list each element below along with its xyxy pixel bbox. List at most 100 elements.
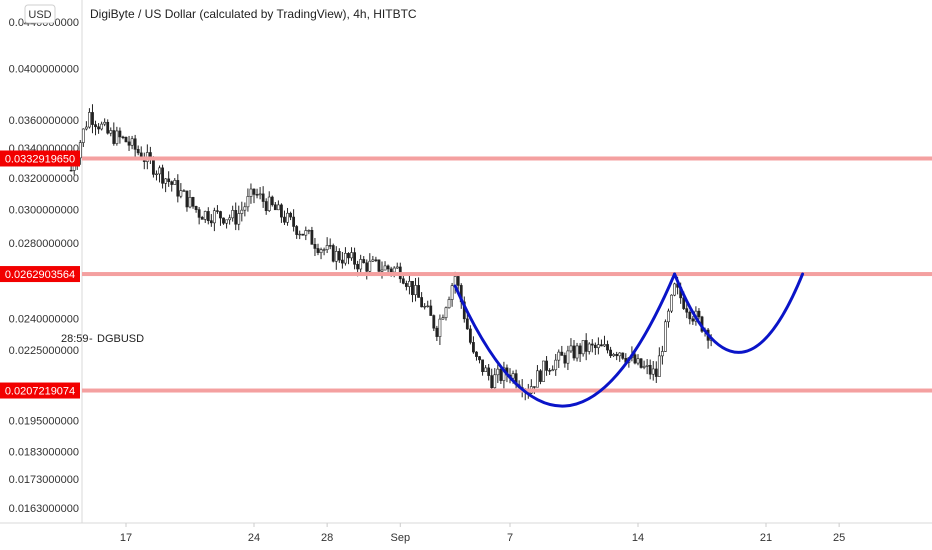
currency-button[interactable]: USD: [24, 4, 56, 24]
candle-31: [164, 178, 168, 193]
level-badge-label-1: 0.0262903564: [5, 269, 75, 281]
x-tick-label-1: 24: [248, 532, 260, 544]
candle-157: [548, 368, 552, 375]
candle-49: [219, 210, 222, 226]
candle-107: [395, 262, 399, 269]
currency-button-label[interactable]: USD: [28, 9, 51, 21]
candle-82: [319, 247, 323, 260]
candle-192: [654, 361, 658, 383]
candle-8: [94, 120, 97, 136]
candle-12: [106, 119, 110, 135]
candle-46: [209, 214, 213, 227]
candle-79: [310, 226, 314, 245]
y-tick-label-8: 0.0225000000: [9, 345, 79, 357]
candle-176: [606, 340, 609, 354]
candle-89: [340, 252, 344, 269]
currency-button-frame[interactable]: [24, 4, 56, 24]
candle-125: [450, 282, 454, 307]
candle-40: [191, 196, 195, 209]
candle-164: [569, 338, 573, 353]
candle-52: [228, 214, 232, 225]
candle-190: [648, 359, 652, 380]
y-tick-label-10: 0.0183000000: [9, 446, 79, 458]
candle-62: [258, 187, 262, 200]
candle-131: [468, 325, 472, 345]
candle-29: [158, 165, 161, 183]
candle-86: [331, 243, 335, 263]
x-tick-label-0: 17: [120, 532, 132, 544]
candle-34: [173, 178, 177, 185]
candle-134: [478, 356, 481, 364]
candle-175: [603, 335, 606, 347]
candle-162: [563, 352, 567, 368]
candle-174: [600, 339, 603, 347]
candle-83: [322, 247, 326, 256]
candle-181: [621, 352, 625, 360]
candle-98: [368, 253, 372, 276]
candle-10: [100, 121, 104, 131]
candle-16: [118, 127, 122, 144]
y-tick-label-2: 0.0360000000: [9, 115, 79, 127]
candle-193: [657, 347, 661, 377]
candle-90: [344, 247, 347, 266]
candle-158: [551, 365, 555, 372]
y-tick-label-9: 0.0195000000: [9, 415, 79, 427]
symbol-label: DGBUSD: [97, 333, 144, 345]
candle-163: [566, 345, 570, 371]
candle-120: [435, 325, 439, 342]
candle-103: [383, 261, 387, 271]
level-line-1[interactable]: [82, 272, 932, 277]
candle-51: [225, 219, 228, 229]
y-tick-label-5: 0.0300000000: [9, 204, 79, 216]
candle-121: [438, 314, 442, 345]
candle-137: [487, 364, 491, 381]
candle-203: [688, 310, 692, 325]
symbol-separator: -: [89, 333, 93, 345]
candle-13: [109, 127, 113, 137]
candle-58: [246, 188, 250, 212]
candle-81: [316, 243, 320, 256]
candle-170: [587, 342, 591, 355]
candle-168: [581, 340, 585, 357]
y-tick-label-11: 0.0173000000: [9, 474, 79, 486]
candle-172: [593, 342, 597, 355]
candle-60: [252, 188, 256, 204]
pattern-curve-1[interactable]: [673, 272, 805, 354]
candle-173: [596, 337, 600, 355]
candle-139: [493, 368, 497, 389]
candle-104: [386, 264, 390, 274]
candle-110: [404, 280, 408, 291]
pattern-curve-0[interactable]: [453, 272, 677, 408]
countdown-timer: 28:59: [61, 333, 89, 345]
candle-3: [78, 140, 82, 165]
y-tick-label-12: 0.0163000000: [9, 503, 79, 515]
candle-138: [490, 368, 494, 392]
candle-88: [337, 248, 341, 263]
pattern-curves: [453, 272, 805, 408]
candle-169: [584, 333, 588, 361]
candle-41: [194, 205, 198, 213]
candle-68: [276, 200, 280, 211]
level-badge-2: [0, 382, 80, 399]
candle-191: [651, 361, 655, 381]
candle-67: [273, 202, 277, 211]
level-badge-0: [0, 150, 80, 167]
candle-84: [325, 237, 329, 254]
candle-21: [133, 134, 137, 157]
candle-186: [636, 354, 640, 366]
candle-118: [429, 299, 433, 316]
candle-36: [179, 183, 183, 199]
candle-92: [350, 247, 353, 261]
level-line-0[interactable]: [82, 156, 932, 161]
candle-14: [112, 122, 116, 146]
candle-20: [130, 135, 134, 150]
candle-87: [334, 246, 338, 270]
level-line-2[interactable]: [82, 388, 932, 393]
candle-136: [484, 365, 488, 372]
candle-159: [554, 353, 558, 376]
candle-188: [642, 360, 646, 370]
candle-85: [328, 238, 332, 250]
candle-19: [127, 135, 131, 152]
candle-28: [155, 170, 158, 181]
